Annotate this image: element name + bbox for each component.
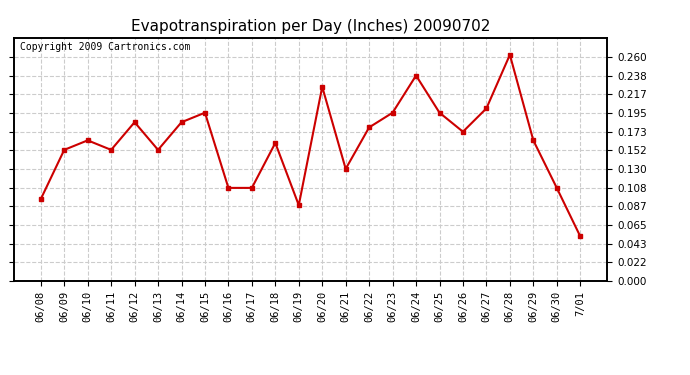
Title: Evapotranspiration per Day (Inches) 20090702: Evapotranspiration per Day (Inches) 2009… [131, 18, 490, 33]
Text: Copyright 2009 Cartronics.com: Copyright 2009 Cartronics.com [20, 42, 190, 52]
